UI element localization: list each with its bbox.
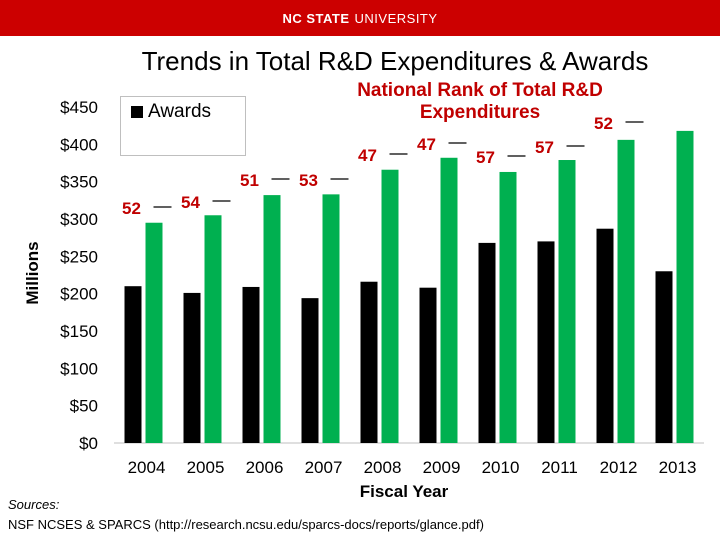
rank-label: 57: [476, 148, 495, 167]
y-tick-label: $0: [79, 434, 98, 453]
bar-expenditures: [440, 157, 458, 444]
bar-expenditures: [263, 195, 281, 443]
y-tick-label: $450: [60, 98, 98, 117]
bar-awards: [419, 287, 437, 443]
x-tick-label: 2011: [541, 458, 578, 477]
bar-awards: [360, 281, 378, 443]
x-axis-label: Fiscal Year: [360, 482, 449, 501]
rank-label: 47: [358, 146, 377, 165]
rank-label: 53: [299, 171, 318, 190]
bar-expenditures: [558, 160, 576, 443]
x-tick-label: 2009: [423, 458, 461, 477]
chart-legend: Awards: [120, 96, 246, 156]
bar-expenditures: [499, 171, 517, 443]
brand-light: UNIVERSITY: [354, 10, 438, 26]
chart-title: Trends in Total R&D Expenditures & Award…: [141, 46, 649, 76]
y-tick-label: $100: [60, 359, 98, 378]
rank-label: 52: [594, 114, 613, 133]
x-tick-label: 2007: [305, 458, 343, 477]
bar-awards: [478, 242, 496, 443]
x-tick-label: 2010: [482, 458, 520, 477]
y-tick-label: $50: [70, 397, 98, 416]
bar-awards: [537, 241, 555, 443]
y-tick-label: $400: [60, 135, 98, 154]
brand-bold: NC STATE: [282, 10, 350, 26]
rank-label: 54: [181, 193, 200, 212]
sources-text: NSF NCSES & SPARCS (http://research.ncsu…: [8, 517, 484, 532]
y-tick-label: $350: [60, 173, 98, 192]
rank-label: 47: [417, 135, 436, 154]
sources-note: Sources: NSF NCSES & SPARCS (http://rese…: [8, 495, 484, 535]
bar-expenditures: [676, 130, 694, 444]
y-axis-label: Millions: [23, 241, 42, 304]
x-tick-label: 2013: [659, 458, 697, 477]
sources-label: Sources:: [8, 497, 60, 512]
y-tick-label: $200: [60, 285, 98, 304]
bar-awards: [301, 298, 319, 443]
bar-awards: [655, 271, 673, 443]
rank-label: 57: [535, 138, 554, 157]
bar-expenditures: [204, 215, 222, 443]
rank-label: 51: [240, 171, 259, 190]
bar-awards: [596, 228, 614, 443]
university-banner: NC STATE UNIVERSITY: [0, 0, 720, 36]
bar-expenditures: [617, 139, 635, 443]
bar-awards: [183, 292, 201, 443]
x-tick-label: 2004: [128, 458, 166, 477]
bar-awards: [242, 286, 260, 443]
y-tick-label: $300: [60, 210, 98, 229]
y-tick-label: $250: [60, 247, 98, 266]
bar-awards: [124, 286, 142, 443]
y-tick-label: $150: [60, 322, 98, 341]
bar-expenditures: [322, 194, 340, 443]
rank-label: 52: [122, 199, 141, 218]
bar-expenditures: [381, 169, 399, 443]
x-tick-label: 2012: [600, 458, 638, 477]
x-tick-label: 2006: [246, 458, 284, 477]
x-tick-label: 2005: [187, 458, 225, 477]
x-tick-label: 2008: [364, 458, 402, 477]
legend-label-awards: Awards: [148, 101, 212, 122]
rank-annotation-title: National Rank of Total R&D Expenditures: [357, 80, 603, 123]
legend-swatch-awards: [131, 106, 143, 118]
bar-expenditures: [145, 222, 163, 443]
